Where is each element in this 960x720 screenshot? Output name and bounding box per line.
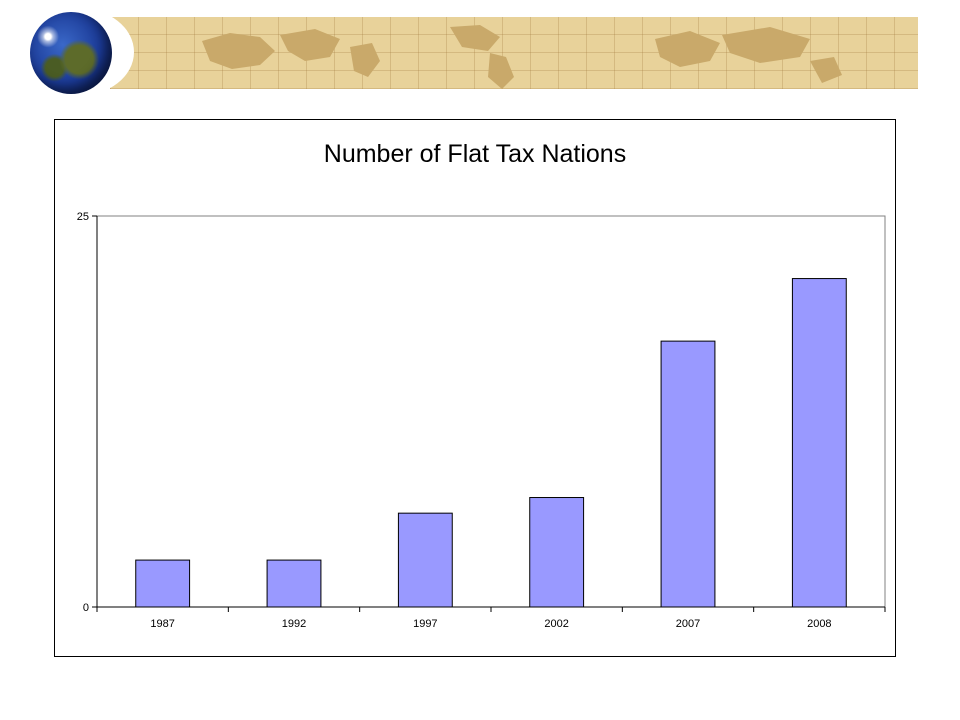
bar-1987	[135, 559, 191, 608]
y-tick-label: 25	[77, 211, 89, 223]
bar-2007	[660, 340, 716, 608]
x-tick-label: 1992	[282, 618, 306, 630]
x-tick-label: 2002	[544, 618, 568, 630]
plot-area	[96, 215, 886, 608]
bar-2008	[791, 278, 847, 608]
bar-1992	[266, 559, 322, 608]
x-tick-label: 1987	[150, 618, 174, 630]
y-tick-label: 0	[83, 602, 89, 614]
world-map-icon	[202, 25, 842, 89]
chart-frame: Number of Flat Tax Nations 0 25 1987 1992 19…	[54, 119, 896, 657]
x-tick-label: 1997	[413, 618, 437, 630]
bar-1997	[397, 512, 453, 608]
world-map-banner	[110, 17, 918, 89]
globe-icon	[30, 12, 112, 94]
bar-2002	[529, 497, 585, 608]
x-tick-label: 2007	[676, 618, 700, 630]
bar-chart: 0 25 1987 1992 1997 2002 2007 2008	[77, 211, 886, 630]
x-tick-label: 2008	[807, 618, 831, 630]
chart-title: Number of Flat Tax Nations	[323, 140, 627, 168]
